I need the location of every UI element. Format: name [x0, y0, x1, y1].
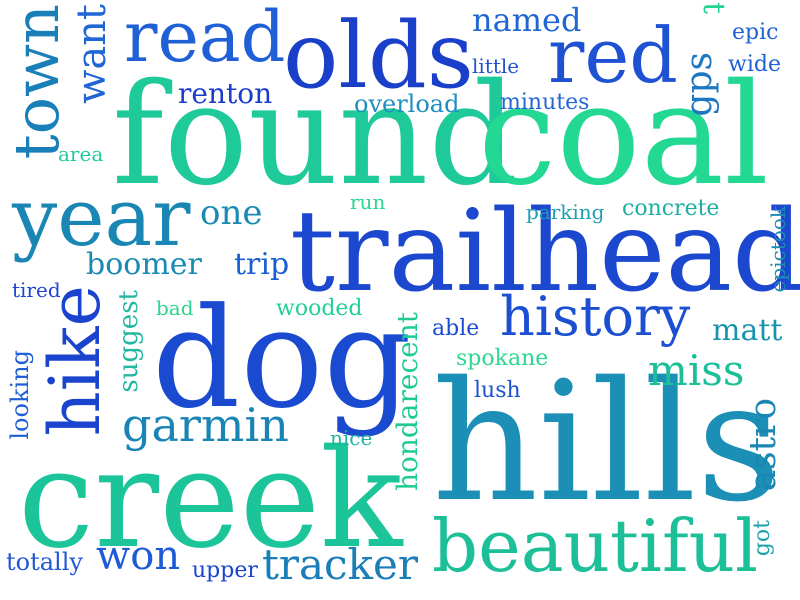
word-parking: parking — [526, 200, 605, 224]
word-named: named — [472, 1, 582, 39]
word-coal: coal — [478, 54, 769, 217]
word-tired: tired — [12, 278, 61, 302]
word-read: read — [124, 0, 286, 78]
word-gps: gps — [679, 52, 720, 117]
word-renton: renton — [178, 77, 273, 110]
word-nice: nice — [330, 426, 373, 450]
word-beautiful: beautiful — [432, 504, 759, 588]
word-upper: upper — [192, 558, 258, 583]
word-hondarecent: hondarecent — [391, 312, 424, 492]
word-bad: bad — [156, 296, 194, 320]
word-miss: miss — [648, 346, 745, 395]
word-suggest: suggest — [114, 290, 144, 393]
word-boomer: boomer — [86, 247, 202, 282]
word-trailhead: trailhead — [290, 187, 800, 317]
word-hike: hike — [34, 285, 116, 437]
word-able: able — [432, 316, 480, 341]
word-concrete: concrete — [622, 196, 720, 221]
word-one: one — [200, 193, 263, 233]
word-t: t — [696, 2, 731, 15]
word-garmin: garmin — [122, 398, 289, 452]
word-epictook: epictook — [766, 206, 790, 293]
word-astro: astro — [743, 398, 784, 492]
word-matt: matt — [712, 313, 783, 348]
word-dog: dog — [152, 278, 412, 439]
word-lush: lush — [474, 378, 521, 403]
word-wide: wide — [728, 52, 781, 77]
word-wooded: wooded — [276, 296, 363, 321]
word-hills: hills — [432, 346, 782, 538]
word-history: history — [500, 285, 691, 348]
word-got: got — [750, 520, 775, 557]
word-area: area — [58, 142, 104, 166]
word-red: red — [548, 11, 678, 100]
word-year: year — [12, 171, 191, 264]
word-little: little — [472, 54, 520, 78]
word-creek: creek — [18, 421, 403, 579]
word-looking: looking — [6, 350, 34, 440]
word-minutes: minutes — [500, 90, 590, 115]
word-spokane: spokane — [456, 346, 549, 371]
word-olds: olds — [283, 2, 474, 109]
word-overload: overload — [354, 90, 460, 118]
word-trip: trip — [234, 247, 290, 282]
word-tracker: tracker — [262, 540, 418, 589]
word-town: town — [0, 4, 73, 160]
word-won: won — [96, 533, 181, 579]
word-run: run — [350, 190, 386, 214]
word-want: want — [69, 4, 115, 104]
word-totally: totally — [6, 548, 83, 576]
word-found: found — [112, 54, 519, 217]
word-epic: epic — [732, 20, 779, 45]
